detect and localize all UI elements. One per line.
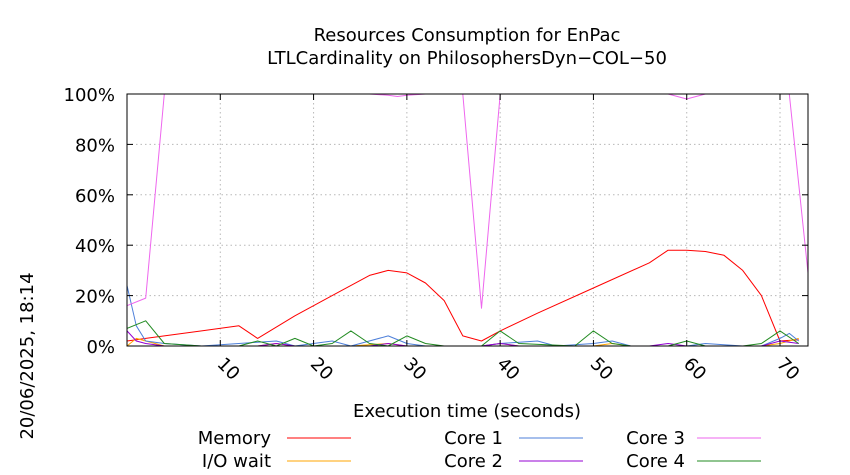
y-tick-label: 60%	[75, 186, 115, 207]
legend-label: Core 2	[444, 451, 503, 472]
y-tick-label: 0%	[86, 337, 115, 358]
x-tick-label: 20	[306, 354, 337, 385]
x-tick-label: 70	[772, 354, 803, 385]
y-tick-label: 20%	[75, 287, 115, 308]
y-ticks: 0% 20% 40% 60% 80% 100%	[64, 85, 808, 358]
legend-label: I/O wait	[202, 451, 271, 472]
series-line-core-3	[126, 93, 809, 309]
legend-label: Core 4	[626, 451, 685, 472]
y-tick-label: 40%	[75, 236, 115, 257]
y-tick-label: 80%	[75, 135, 115, 156]
legend-label: Core 1	[444, 428, 503, 449]
x-tick-label: 50	[586, 354, 617, 385]
x-tick-label: 60	[679, 354, 710, 385]
x-tick-label: 40	[493, 354, 524, 385]
series-line-core-1	[126, 285, 800, 347]
legend-label: Core 3	[626, 428, 685, 449]
x-axis-label: Execution time (seconds)	[353, 401, 581, 422]
grid	[127, 94, 808, 346]
side-timestamp: 20/06/2025, 18:14	[17, 272, 38, 439]
y-tick-label: 100%	[64, 85, 115, 106]
plot-frame	[126, 93, 809, 347]
series-line-memory	[126, 249, 799, 342]
series-lines	[126, 93, 809, 347]
chart-subtitle: LTLCardinality on PhilosophersDyn−COL−50	[267, 48, 667, 69]
x-tick-label: 10	[213, 354, 244, 385]
chart-title: Resources Consumption for EnPac	[314, 25, 621, 46]
series-line-core-4	[126, 320, 799, 347]
x-tick-label: 30	[399, 354, 430, 385]
legend-label: Memory	[198, 428, 272, 449]
